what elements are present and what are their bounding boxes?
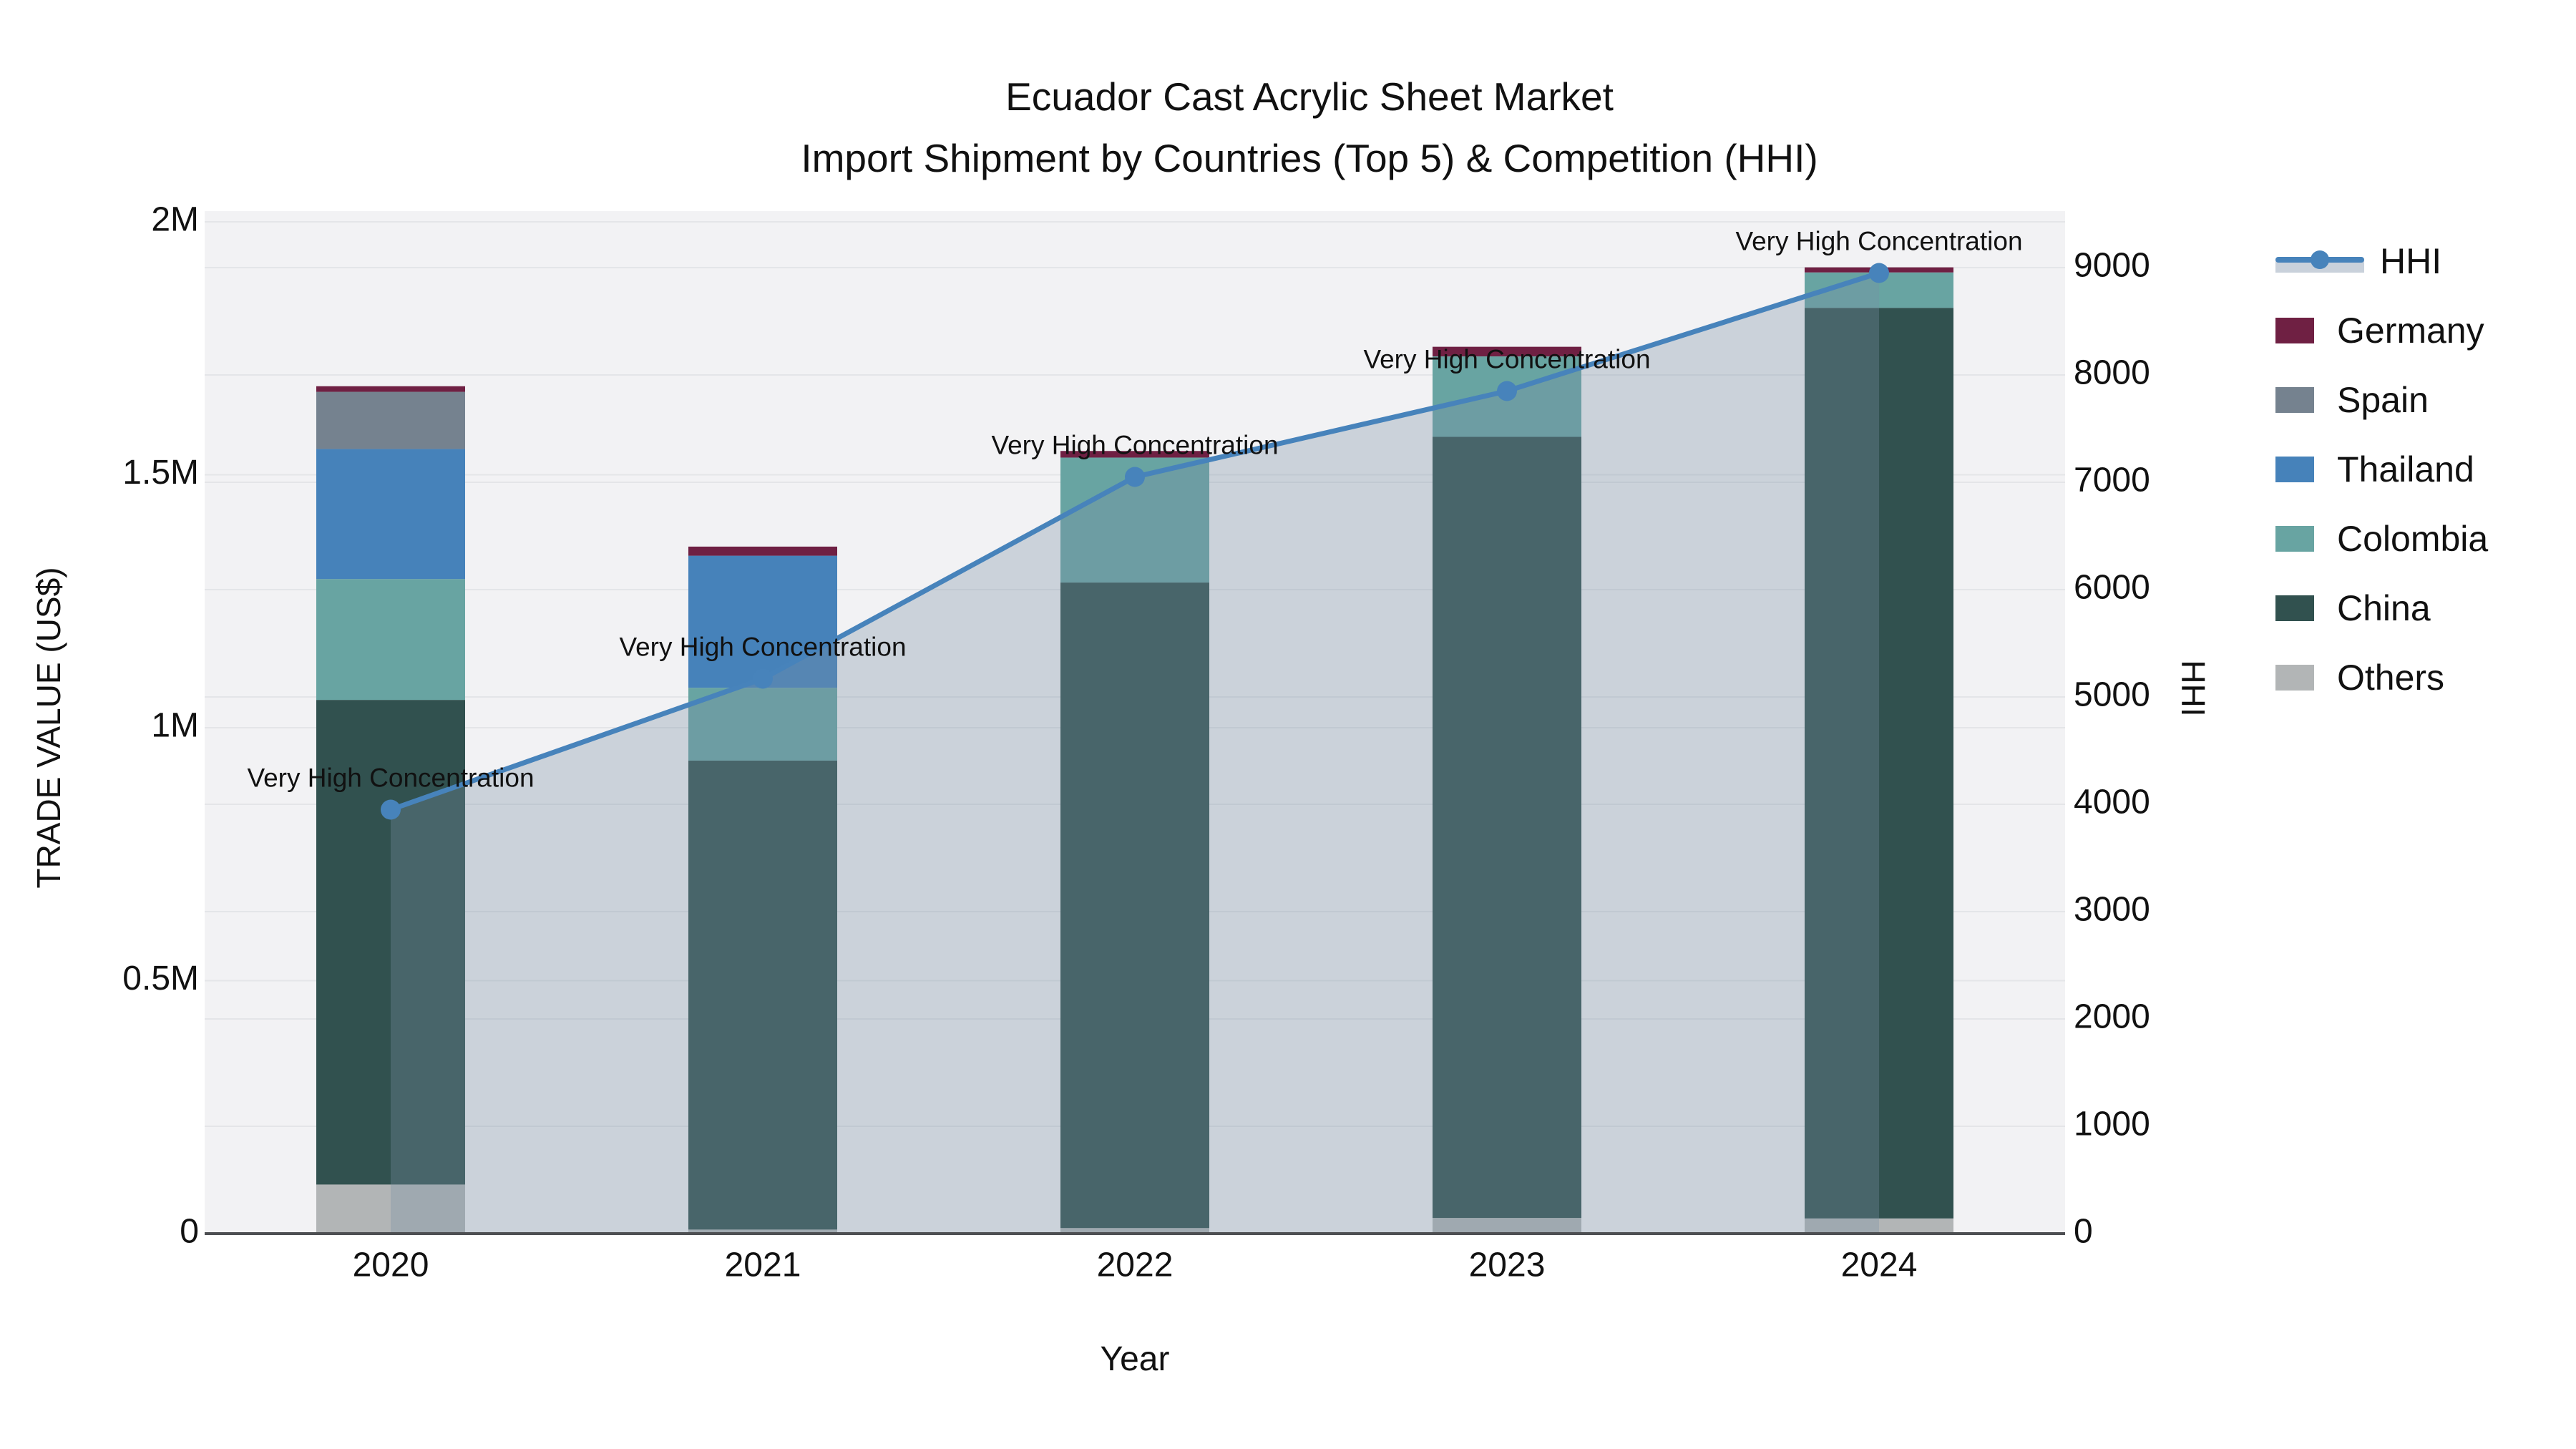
- legend-swatch-icon: [2275, 595, 2314, 621]
- x-tick-2021: 2021: [725, 1246, 801, 1284]
- bar-segment-china-2021[interactable]: [688, 760, 837, 1230]
- bar-segment-germany-2021[interactable]: [688, 546, 837, 556]
- bar-segment-others-2022[interactable]: [1060, 1228, 1209, 1234]
- legend-swatch-icon: [2275, 664, 2314, 691]
- annotation-2021: Very High Concentration: [619, 633, 906, 662]
- bar-segment-germany-2022[interactable]: [1060, 451, 1209, 458]
- chart-title-line1: Ecuador Cast Acrylic Sheet Market: [1005, 74, 1614, 119]
- bar-segment-germany-2020[interactable]: [316, 386, 465, 392]
- bar-segment-china-2022[interactable]: [1060, 582, 1209, 1229]
- bar-segment-china-2020[interactable]: [316, 700, 465, 1185]
- bar-segment-germany-2023[interactable]: [1433, 346, 1581, 357]
- legend-item-others[interactable]: Others: [2275, 643, 2488, 712]
- legend-item-germany[interactable]: Germany: [2275, 296, 2488, 365]
- bar-segment-colombia-2021[interactable]: [688, 688, 837, 761]
- y-left-tick-1.5M: 1.5M: [122, 454, 199, 492]
- chart-title: Ecuador Cast Acrylic Sheet Market Import…: [43, 66, 2576, 189]
- y-left-tick-0: 0: [180, 1213, 199, 1251]
- hhi-marker-2020[interactable]: [381, 799, 401, 820]
- y-right-tick-4000: 4000: [2074, 784, 2150, 821]
- bar-segment-spain-2020[interactable]: [316, 391, 465, 449]
- legend-label: Thailand: [2337, 449, 2474, 489]
- bar-segment-colombia-2020[interactable]: [316, 579, 465, 701]
- legend-label: Others: [2337, 657, 2445, 698]
- legend-swatch-icon: [2275, 525, 2314, 552]
- x-tick-2020: 2020: [353, 1246, 429, 1284]
- bar-segment-others-2024[interactable]: [1805, 1218, 1953, 1234]
- legend-item-spain[interactable]: Spain: [2275, 365, 2488, 434]
- hhi-marker-2021[interactable]: [753, 668, 773, 689]
- legend-line-sample-icon: [2275, 247, 2364, 275]
- bar-segment-others-2021[interactable]: [688, 1229, 837, 1234]
- annotation-2020: Very High Concentration: [247, 763, 534, 793]
- chart-title-line2: Import Shipment by Countries (Top 5) & C…: [801, 136, 1818, 180]
- y-axis-title-right: HHI: [2175, 660, 2212, 717]
- x-tick-2024: 2024: [1841, 1246, 1918, 1284]
- y-right-tick-3000: 3000: [2074, 891, 2150, 929]
- y-right-tick-0: 0: [2074, 1213, 2093, 1251]
- y-axis-title-left: TRADE VALUE (US$): [30, 567, 67, 889]
- y-right-tick-5000: 5000: [2074, 676, 2150, 714]
- bar-segment-thailand-2021[interactable]: [688, 555, 837, 688]
- legend-item-china[interactable]: China: [2275, 573, 2488, 643]
- bar-segment-others-2023[interactable]: [1433, 1218, 1581, 1234]
- bar-segment-china-2023[interactable]: [1433, 436, 1581, 1219]
- legend-item-colombia[interactable]: Colombia: [2275, 504, 2488, 573]
- y-right-tick-8000: 8000: [2074, 354, 2150, 392]
- hhi-marker-2024[interactable]: [1869, 263, 1889, 283]
- bar-segment-china-2024[interactable]: [1805, 308, 1953, 1219]
- legend-label: HHI: [2380, 240, 2442, 281]
- annotation-2023: Very High Concentration: [1363, 345, 1650, 374]
- hhi-marker-2022[interactable]: [1125, 467, 1145, 487]
- hhi-marker-2023[interactable]: [1497, 381, 1517, 401]
- y-left-tick-2M: 2M: [151, 201, 199, 239]
- legend-label: Colombia: [2337, 518, 2489, 559]
- legend-label: China: [2337, 587, 2431, 628]
- legend-swatch-icon: [2275, 317, 2314, 343]
- annotation-2022: Very High Concentration: [991, 431, 1278, 460]
- legend-item-thailand[interactable]: Thailand: [2275, 434, 2488, 504]
- legend-swatch-icon: [2275, 386, 2314, 413]
- y-right-tick-6000: 6000: [2074, 569, 2150, 607]
- y-right-tick-2000: 2000: [2074, 998, 2150, 1036]
- legend: HHI Germany Spain Thailand Colombia China Othe…: [2275, 226, 2488, 712]
- legend-label: Spain: [2337, 379, 2429, 420]
- x-tick-2022: 2022: [1097, 1246, 1174, 1284]
- bar-segment-thailand-2020[interactable]: [316, 449, 465, 580]
- y-left-tick-1M: 1M: [151, 707, 199, 745]
- legend-item-hhi[interactable]: HHI: [2275, 226, 2488, 296]
- y-right-tick-1000: 1000: [2074, 1106, 2150, 1143]
- bar-segment-others-2020[interactable]: [316, 1184, 465, 1234]
- y-right-tick-9000: 9000: [2074, 247, 2150, 285]
- legend-swatch-icon: [2275, 456, 2314, 482]
- legend-label: Germany: [2337, 310, 2484, 351]
- hhi-area-fill: [391, 273, 1879, 1234]
- y-right-tick-7000: 7000: [2074, 462, 2150, 499]
- x-tick-2023: 2023: [1469, 1246, 1546, 1284]
- y-left-tick-0.5M: 0.5M: [122, 960, 199, 997]
- annotation-2024: Very High Concentration: [1735, 227, 2022, 256]
- x-axis-title: Year: [1100, 1340, 1170, 1378]
